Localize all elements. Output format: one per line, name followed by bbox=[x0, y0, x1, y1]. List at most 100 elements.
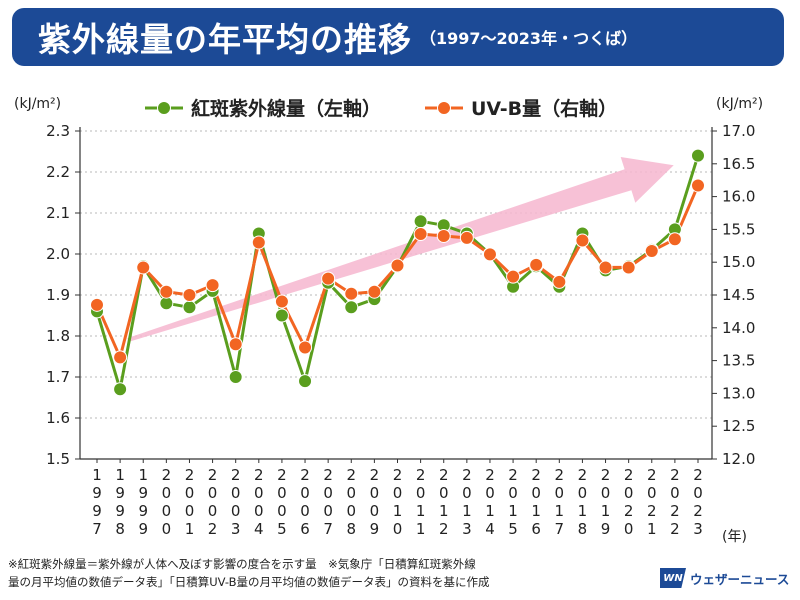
legend-label: 紅斑紫外線量（左軸） bbox=[191, 97, 381, 120]
right-tick-label: 13.5 bbox=[722, 352, 755, 370]
uvb-point bbox=[459, 230, 474, 245]
erythemal-point bbox=[298, 374, 313, 389]
uvb-point bbox=[529, 257, 544, 272]
right-tick-label: 12.5 bbox=[722, 417, 755, 435]
uvb-point bbox=[436, 228, 451, 243]
uvb-point bbox=[321, 271, 336, 286]
erythemal-point bbox=[274, 308, 289, 323]
left-tick-label: 1.9 bbox=[46, 286, 70, 304]
brand-name: ウェザーニュース bbox=[690, 571, 790, 587]
right-tick-label: 15.5 bbox=[722, 220, 755, 238]
legend-label: UV-B量（右軸） bbox=[471, 97, 617, 120]
left-tick-label: 1.8 bbox=[46, 327, 70, 345]
right-tick-label: 17.0 bbox=[722, 122, 755, 140]
weathernews-logo-icon: WN bbox=[660, 568, 686, 588]
right-tick-label: 16.0 bbox=[722, 188, 755, 206]
left-tick-label: 1.6 bbox=[46, 409, 70, 427]
uvb-point bbox=[691, 178, 705, 193]
right-tick-label: 13.0 bbox=[722, 384, 755, 402]
uvb-point bbox=[644, 244, 659, 259]
x-axis-unit: (年) bbox=[722, 529, 747, 545]
uvb-point bbox=[621, 260, 636, 275]
erythemal-point bbox=[228, 370, 243, 384]
uvb-point bbox=[575, 233, 590, 248]
erythemal-point bbox=[413, 214, 428, 229]
uvb-point bbox=[413, 226, 428, 241]
uvb-point bbox=[228, 337, 243, 352]
title-banner: 紫外線量の年平均の推移 （1997〜2023年・つくば） bbox=[12, 8, 784, 66]
left-tick-label: 2.2 bbox=[46, 163, 70, 181]
erythemal-point bbox=[182, 300, 197, 315]
uvb-point bbox=[159, 284, 174, 299]
uvb-point bbox=[506, 269, 521, 284]
left-tick-label: 1.7 bbox=[46, 368, 70, 386]
uvb-point bbox=[390, 258, 405, 273]
uvb-point bbox=[598, 260, 613, 275]
source-footnote: ※紅斑紫外線量＝紫外線が人体へ及ぼす影響の度合を示す量 ※気象庁「日積算紅斑紫外… bbox=[8, 555, 648, 591]
uvb-point bbox=[113, 350, 128, 365]
uvb-point bbox=[182, 288, 197, 302]
right-tick-label: 14.5 bbox=[722, 286, 755, 304]
footnote-line-2: 量の月平均値の数値データ表」「日積算UV-B量の月平均値の数値データ表」の資料を… bbox=[8, 575, 490, 589]
uvb-point bbox=[667, 232, 682, 247]
right-tick-label: 16.5 bbox=[722, 155, 755, 173]
trend-arrow-icon bbox=[127, 157, 674, 342]
uvb-point bbox=[482, 247, 497, 262]
brand-mark: WN ウェザーニュース bbox=[660, 566, 789, 590]
right-tick-label: 15.0 bbox=[722, 253, 755, 271]
uvb-point bbox=[274, 294, 289, 309]
erythemal-point bbox=[691, 148, 705, 163]
uvb-point bbox=[136, 260, 151, 275]
uvb-point bbox=[251, 235, 266, 250]
left-tick-label: 1.5 bbox=[46, 450, 70, 468]
legend-swatch-marker bbox=[437, 101, 451, 115]
footnote-line-1: ※紅斑紫外線量＝紫外線が人体へ及ぼす影響の度合を示す量 ※気象庁「日積算紅斑紫外… bbox=[8, 557, 476, 571]
uvb-point bbox=[552, 274, 567, 289]
left-axis-unit: (kJ/m²) bbox=[14, 96, 61, 112]
uvb-point bbox=[367, 284, 382, 299]
left-tick-label: 2.1 bbox=[46, 204, 70, 222]
erythemal-point bbox=[344, 300, 359, 315]
page-title: 紫外線量の年平均の推移 bbox=[38, 20, 412, 59]
uvb-point bbox=[205, 278, 220, 293]
right-axis-unit: (kJ/m²) bbox=[716, 96, 763, 112]
left-tick-label: 2.0 bbox=[46, 245, 70, 263]
uvb-point bbox=[90, 297, 104, 312]
page-subtitle: （1997〜2023年・つくば） bbox=[420, 29, 638, 48]
uvb-point bbox=[344, 286, 359, 301]
left-tick-label: 2.3 bbox=[46, 122, 70, 140]
right-tick-label: 12.0 bbox=[722, 450, 755, 468]
uvb-point bbox=[298, 340, 313, 355]
right-tick-label: 14.0 bbox=[722, 319, 755, 337]
legend-swatch-marker bbox=[157, 101, 171, 115]
erythemal-point bbox=[113, 382, 128, 397]
